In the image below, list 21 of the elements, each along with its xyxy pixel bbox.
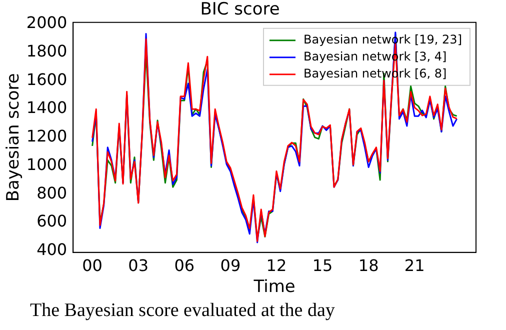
y-tick-label: 2000 xyxy=(26,12,68,32)
y-tick-label: 1400 xyxy=(26,98,68,118)
y-axis-title: Bayesian score xyxy=(4,73,24,202)
y-tick-label: 1800 xyxy=(26,41,68,60)
y-tick-label: 800 xyxy=(36,183,68,202)
text: The Bayesian score evaluated at the day xyxy=(30,300,335,322)
x-axis-title: Time xyxy=(252,277,296,298)
y-tick-label: 600 xyxy=(36,212,68,231)
y-tick-label: 400 xyxy=(36,240,68,260)
y-tick-label: 1200 xyxy=(26,126,68,146)
x-tick-label: 18 xyxy=(358,256,379,276)
x-tick-label: 21 xyxy=(404,256,425,276)
x-tick-label: 00 xyxy=(82,256,102,276)
chart-title: BIC score xyxy=(200,0,280,20)
y-tick-label: 1600 xyxy=(26,70,68,89)
x-tick-label: 09 xyxy=(220,256,241,276)
x-tick-label: 03 xyxy=(128,256,149,276)
y-tick-label: 1000 xyxy=(26,154,68,174)
x-tick-label: 06 xyxy=(174,256,195,276)
x-tick-label: 12 xyxy=(266,256,287,276)
x-tick-label: 15 xyxy=(312,256,333,276)
